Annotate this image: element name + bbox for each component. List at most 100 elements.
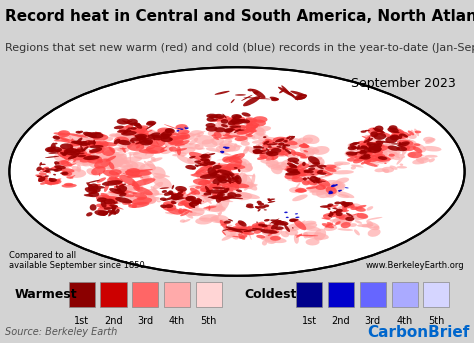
Ellipse shape: [162, 190, 167, 193]
Ellipse shape: [189, 191, 199, 193]
Ellipse shape: [337, 220, 344, 222]
Ellipse shape: [51, 166, 62, 169]
Ellipse shape: [328, 224, 336, 226]
Ellipse shape: [270, 220, 284, 223]
Ellipse shape: [306, 187, 312, 189]
Ellipse shape: [400, 139, 410, 142]
Ellipse shape: [87, 180, 100, 183]
Ellipse shape: [273, 149, 290, 157]
Ellipse shape: [274, 220, 282, 225]
Ellipse shape: [204, 159, 210, 164]
Ellipse shape: [338, 190, 342, 191]
Ellipse shape: [296, 161, 310, 166]
Ellipse shape: [201, 175, 220, 182]
Ellipse shape: [115, 209, 120, 214]
Ellipse shape: [167, 131, 177, 141]
Ellipse shape: [158, 133, 173, 141]
Ellipse shape: [352, 142, 360, 145]
Ellipse shape: [90, 204, 97, 211]
Ellipse shape: [203, 206, 217, 209]
Ellipse shape: [132, 196, 150, 202]
Ellipse shape: [40, 182, 46, 185]
Ellipse shape: [53, 135, 60, 140]
Ellipse shape: [333, 217, 347, 224]
Ellipse shape: [298, 224, 321, 232]
Ellipse shape: [219, 195, 230, 211]
Ellipse shape: [383, 147, 394, 152]
Ellipse shape: [128, 187, 139, 190]
Ellipse shape: [339, 201, 346, 205]
Ellipse shape: [201, 155, 204, 158]
Ellipse shape: [229, 120, 240, 126]
Ellipse shape: [302, 221, 316, 225]
Ellipse shape: [357, 224, 373, 227]
Ellipse shape: [207, 175, 219, 180]
Ellipse shape: [145, 192, 154, 197]
Ellipse shape: [105, 200, 118, 204]
Ellipse shape: [67, 169, 86, 178]
Ellipse shape: [311, 187, 332, 196]
Ellipse shape: [332, 185, 336, 187]
Ellipse shape: [208, 167, 217, 177]
Ellipse shape: [202, 172, 220, 175]
Ellipse shape: [103, 199, 115, 204]
Ellipse shape: [273, 137, 289, 142]
Ellipse shape: [247, 88, 254, 91]
Ellipse shape: [195, 198, 201, 205]
Ellipse shape: [62, 165, 70, 168]
Ellipse shape: [291, 138, 303, 144]
Ellipse shape: [110, 191, 129, 196]
Ellipse shape: [234, 117, 245, 122]
Ellipse shape: [368, 144, 381, 150]
Ellipse shape: [266, 159, 279, 167]
Ellipse shape: [228, 173, 235, 179]
Ellipse shape: [306, 186, 318, 189]
Ellipse shape: [326, 193, 335, 198]
Ellipse shape: [206, 206, 224, 210]
Ellipse shape: [235, 162, 247, 167]
Ellipse shape: [197, 133, 201, 137]
Ellipse shape: [305, 174, 316, 178]
Ellipse shape: [203, 192, 211, 196]
Ellipse shape: [323, 187, 326, 189]
Ellipse shape: [132, 192, 147, 199]
Ellipse shape: [399, 133, 402, 139]
Ellipse shape: [273, 143, 288, 145]
Ellipse shape: [292, 160, 299, 165]
Ellipse shape: [298, 163, 310, 168]
Ellipse shape: [377, 143, 380, 145]
Ellipse shape: [237, 119, 247, 122]
Ellipse shape: [124, 170, 137, 175]
Ellipse shape: [224, 129, 233, 133]
Ellipse shape: [171, 198, 185, 200]
Ellipse shape: [278, 87, 294, 97]
Ellipse shape: [244, 175, 255, 176]
Ellipse shape: [374, 164, 379, 167]
Ellipse shape: [90, 147, 104, 154]
Ellipse shape: [167, 131, 177, 143]
Ellipse shape: [286, 166, 301, 172]
Ellipse shape: [35, 175, 48, 179]
Ellipse shape: [246, 118, 253, 124]
Ellipse shape: [97, 198, 107, 202]
Ellipse shape: [299, 169, 309, 177]
Ellipse shape: [214, 165, 223, 169]
Ellipse shape: [145, 145, 149, 156]
Ellipse shape: [54, 168, 62, 172]
Ellipse shape: [265, 151, 273, 155]
Ellipse shape: [88, 192, 100, 197]
Ellipse shape: [124, 194, 135, 197]
Ellipse shape: [383, 159, 390, 163]
Ellipse shape: [215, 91, 230, 95]
Ellipse shape: [41, 168, 45, 170]
Ellipse shape: [180, 202, 192, 206]
Ellipse shape: [202, 161, 212, 170]
Ellipse shape: [165, 204, 173, 208]
Ellipse shape: [223, 134, 231, 137]
Ellipse shape: [372, 128, 383, 133]
Ellipse shape: [232, 118, 240, 121]
Ellipse shape: [148, 133, 165, 138]
Ellipse shape: [235, 130, 245, 131]
Ellipse shape: [374, 150, 383, 155]
Ellipse shape: [164, 142, 170, 146]
